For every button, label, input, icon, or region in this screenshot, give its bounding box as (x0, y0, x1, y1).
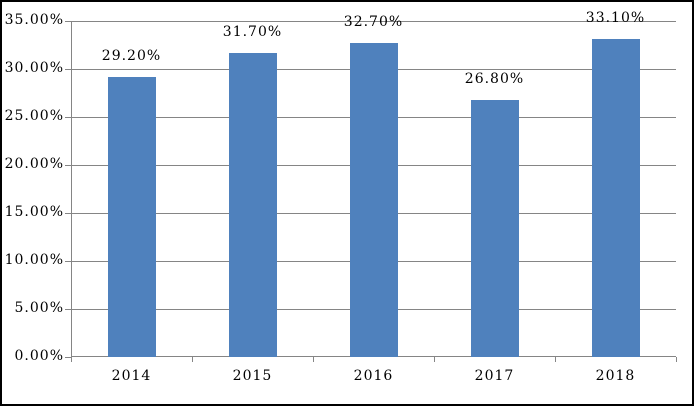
bar-2018 (591, 39, 640, 357)
x-axis-tick (313, 357, 314, 362)
x-axis-tick (192, 357, 193, 362)
bar-2014 (107, 76, 156, 357)
y-axis-tick-label: 25.00% (4, 108, 64, 124)
y-axis-line (71, 21, 72, 357)
x-axis-tick (71, 357, 72, 362)
plot-area: 29.20% 31.70% 32.70% 26.80% 33.10% (65, 10, 677, 362)
y-axis-tick (65, 69, 71, 70)
y-axis-tick (65, 213, 71, 214)
y-axis-tick (65, 357, 71, 358)
y-axis-tick-label: 20.00% (4, 156, 64, 172)
data-label-2018: 33.10% (585, 10, 646, 27)
y-axis-tick (65, 165, 71, 166)
y-axis-tick-label: 10.00% (4, 252, 64, 268)
x-axis-category-label: 2018 (595, 368, 636, 384)
y-axis-tick (65, 117, 71, 118)
x-axis-category-label: 2014 (111, 368, 152, 384)
bar-2016 (349, 43, 398, 357)
y-axis-tick (65, 309, 71, 310)
y-axis-tick (65, 261, 71, 262)
gridline (71, 21, 676, 22)
x-axis-category-label: 2016 (353, 368, 394, 384)
data-label-2016: 32.70% (343, 14, 404, 31)
y-axis-tick-label: 0.00% (14, 348, 64, 364)
y-axis-tick (65, 21, 71, 22)
y-axis-tick-label: 5.00% (14, 300, 64, 316)
bar-2015 (228, 52, 277, 357)
x-axis-tick (434, 357, 435, 362)
y-axis-tick-label: 30.00% (4, 60, 64, 76)
y-axis-tick-label: 15.00% (4, 204, 64, 220)
x-axis-tick (555, 357, 556, 362)
data-label-2015: 31.70% (222, 23, 283, 40)
x-axis-category-label: 2017 (474, 368, 515, 384)
x-axis-tick (676, 357, 677, 362)
x-axis-category-label: 2015 (232, 368, 273, 384)
data-label-2017: 26.80% (464, 70, 525, 87)
data-label-2014: 29.20% (101, 47, 162, 64)
bar-2017 (470, 99, 519, 357)
y-axis-tick-label: 35.00% (4, 12, 64, 28)
